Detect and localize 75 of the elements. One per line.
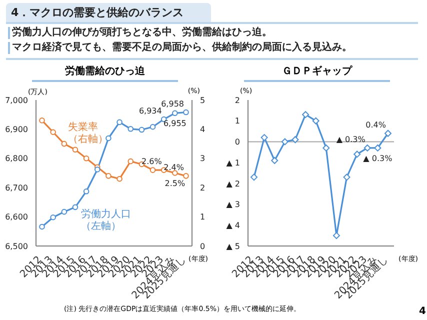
point [332,232,340,240]
data-label: 6,958 [161,99,184,108]
y-tick-label: ▲ 5 [226,242,240,251]
point [50,129,56,136]
point [39,224,45,230]
y2-tick-label: 4 [200,125,206,134]
data-label: 6,934 [138,106,162,116]
point [271,156,278,164]
y-tick-label: 6,900 [5,125,28,134]
text: マクロ経済で見ても、需要不足の局面から、供給制約の局面に入る見込み。 [8,42,352,54]
y-tick-label: 6,800 [5,154,28,164]
point [150,124,156,130]
point [312,117,320,124]
point [292,136,299,144]
y-tick-label: ▲ 1 [226,158,240,168]
point [172,170,178,176]
point [106,173,112,179]
annotation: ▲ 0.3% [336,134,366,144]
y2-tick-label: 2 [200,183,206,192]
point [72,146,78,153]
point [61,208,68,215]
data-label: 2.4% [164,162,184,172]
y-tick-label: 1 [234,116,240,126]
y2-tick-label: 0 [200,242,206,251]
point [83,188,90,194]
point [128,126,134,132]
point [50,214,56,220]
y-tick-label: 6,600 [5,212,28,222]
data-label: 0.4% [366,120,386,130]
point [172,110,178,116]
chart-title: ＧＤＰギャップ [244,64,390,82]
y-tick-label: ▲ 2 [226,179,240,188]
point [61,140,68,147]
point [106,135,112,142]
point [72,204,78,210]
y-tick-label: 2 [234,96,240,105]
y-tick-label: 6,500 [5,242,28,251]
y2-tick-label: 3 [200,154,206,164]
chart-title: 労働需給のひっ迫 [32,64,178,82]
data-label: 2.6% [142,157,162,166]
point [94,166,100,172]
annotation: ▲ 0.3% [363,154,393,163]
point [384,130,392,137]
point [322,144,330,152]
point [39,118,45,124]
point [250,174,258,181]
y-tick-label: 6,700 [5,183,28,192]
point [260,134,268,142]
point [83,156,90,162]
y-tick-label: 0 [234,138,240,147]
text: 4．マクロの需要と供給のバランス [6,3,211,22]
point [150,167,156,173]
y2-tick-label: 1 [200,212,206,222]
series-label: 失業率（右軸） [68,120,108,145]
point [138,126,145,133]
point [183,173,189,179]
text: 労働力人口の伸びが頭打ちとなる中、労働需給はひっ迫。 [8,27,272,39]
y-tick-label: ▲ 4 [226,220,240,230]
y2-tick-label: 5 [200,96,206,105]
point [302,111,310,118]
point [183,109,189,116]
y-tick-label: 7,000 [5,96,28,105]
point [116,119,122,126]
point [354,150,361,158]
series-label: 労働力人口（左軸） [81,208,132,232]
point [281,138,288,146]
point [343,174,350,181]
data-label: 6,955 [163,119,186,128]
point [128,158,134,164]
point [374,144,382,152]
point [116,176,122,182]
data-label: 2.5% [164,179,186,188]
text: 4 [419,306,426,318]
y-tick-label: ▲ 3 [226,200,240,210]
point [364,144,371,152]
